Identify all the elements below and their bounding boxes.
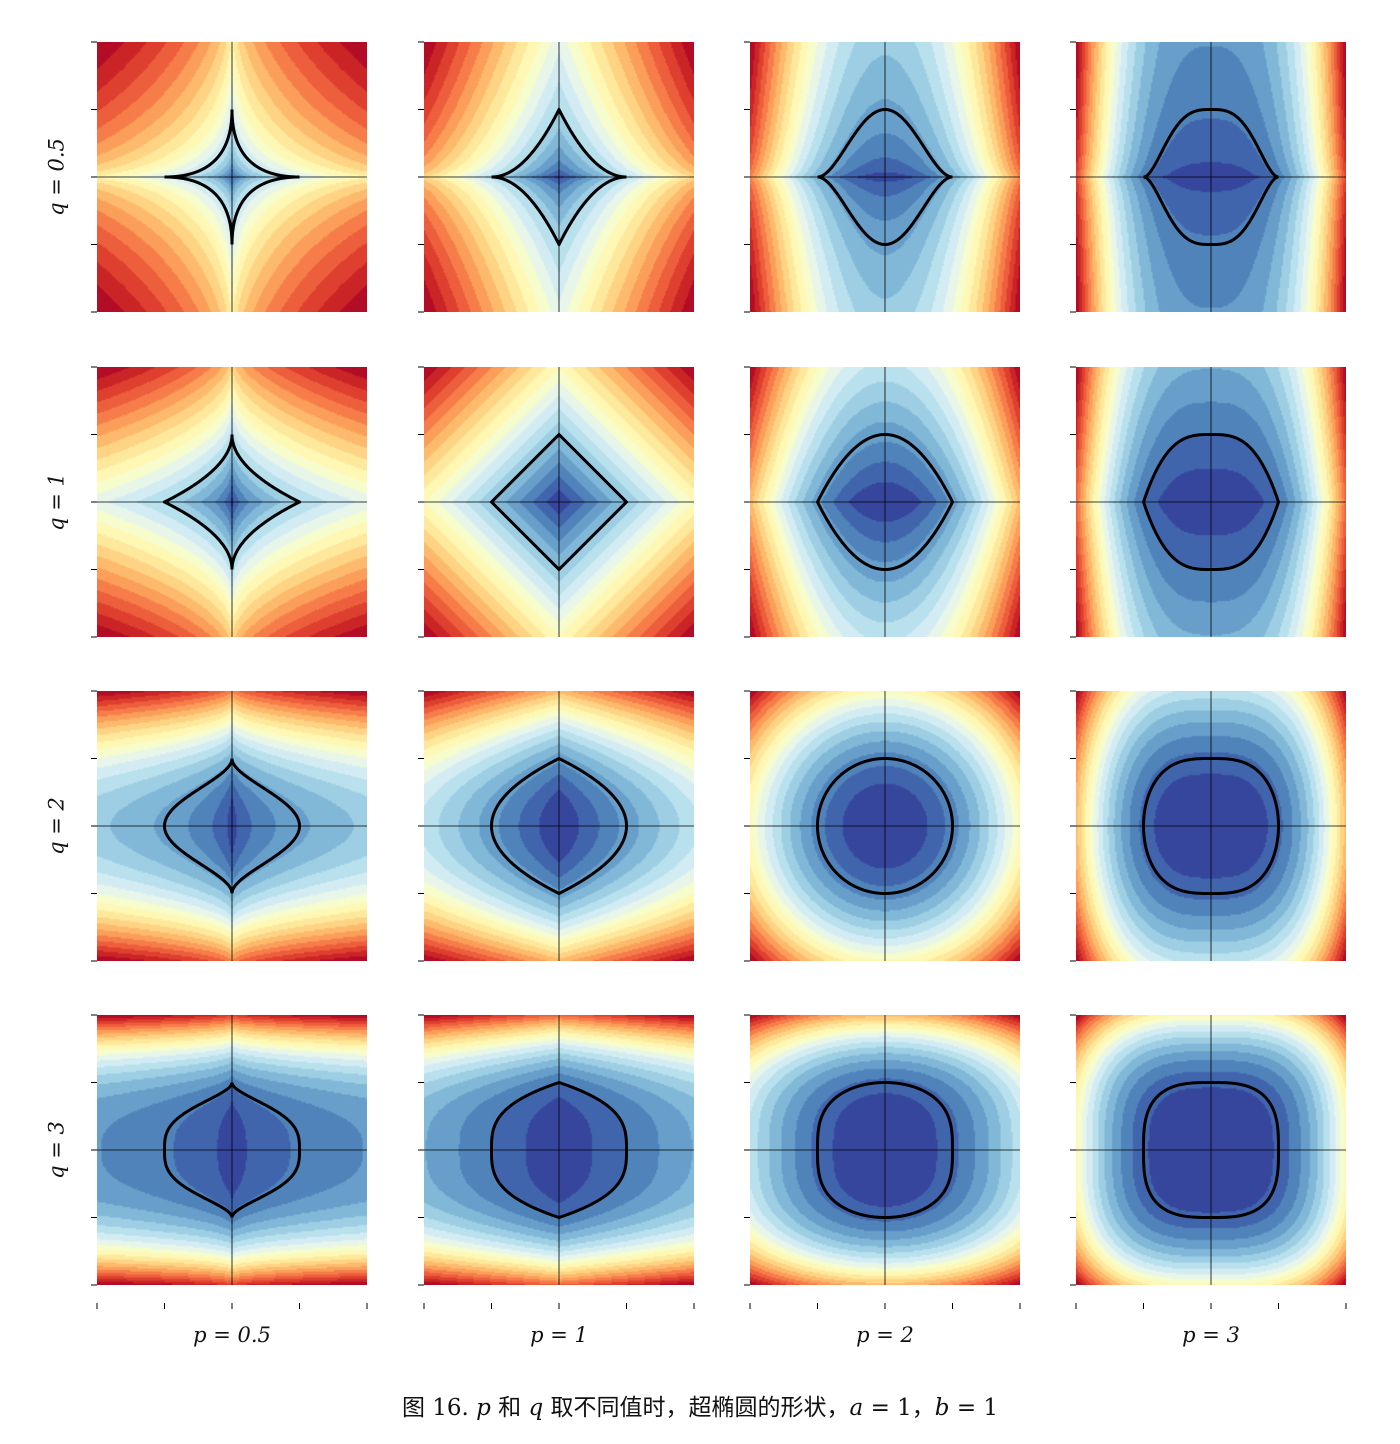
- caption-a-val: = 1，: [863, 1395, 935, 1421]
- caption-rest: 取不同值时，超椭圆的形状，: [543, 1395, 850, 1421]
- caption-and: 和: [490, 1395, 529, 1421]
- figure-caption: 图 16. p 和 q 取不同值时，超椭圆的形状，a = 1，b = 1: [0, 1388, 1400, 1422]
- superellipse-curve: [1142, 757, 1280, 895]
- superellipse-curve: [162, 758, 302, 894]
- panel-q2-p2: [744, 690, 1020, 962]
- panel-q2-p0.5: [91, 690, 367, 962]
- superellipse-curve: [489, 757, 629, 895]
- superellipse-curve: [162, 434, 302, 570]
- panel-q0.5-p2: [744, 41, 1020, 313]
- col-label-3: p = 3: [1182, 1323, 1240, 1347]
- row-label-2: q = 2: [45, 797, 69, 855]
- panel-q3-p1: [418, 1014, 695, 1309]
- caption-a: a: [849, 1395, 864, 1421]
- superellipse-curve: [162, 1082, 302, 1218]
- superellipse-curve: [1143, 107, 1279, 247]
- panel-q3-p3: [1070, 1014, 1347, 1309]
- panel-q1-p3: [1070, 366, 1346, 638]
- superellipse-curve: [489, 432, 629, 572]
- superellipse-curve: [816, 432, 954, 572]
- superellipse-curve: [1142, 432, 1280, 572]
- panel-q2-p1: [418, 690, 694, 962]
- caption-b-val: = 1: [949, 1395, 999, 1421]
- caption-q: q: [528, 1395, 544, 1421]
- caption-b: b: [934, 1395, 950, 1421]
- panel-q1-p0.5: [91, 366, 367, 638]
- contour-grid: q = 0.5 q = 1 q = 2 q = 3 p = 0.5 p = 1 p = 2 p…: [45, 41, 1347, 1347]
- superellipse-curve: [491, 107, 627, 247]
- panel-q1-p1: [418, 366, 694, 638]
- caption-prefix: 图 16.: [401, 1395, 477, 1421]
- col-label-1: p = 1: [530, 1323, 588, 1347]
- superellipse-curve: [816, 757, 954, 895]
- superellipse-curve: [817, 107, 953, 247]
- row-label-1: q = 1: [45, 473, 69, 531]
- panel-q0.5-p3: [1070, 41, 1346, 313]
- superellipse-curve: [816, 1081, 954, 1219]
- panel-q1-p2: [744, 366, 1020, 638]
- row-label-3: q = 3: [45, 1121, 69, 1179]
- superellipse-curve: [489, 1081, 629, 1219]
- caption-p: p: [476, 1395, 491, 1421]
- row-label-0: q = 0.5: [45, 138, 69, 216]
- panel-q0.5-p1: [418, 41, 694, 313]
- panel-q3-p2: [744, 1014, 1021, 1309]
- col-label-2: p = 2: [856, 1323, 914, 1347]
- panel-q0.5-p0.5: [91, 41, 367, 313]
- superellipse-curve: [164, 109, 300, 245]
- panel-q3-p0.5: [91, 1014, 368, 1309]
- col-label-0: p = 0.5: [193, 1323, 271, 1347]
- superellipse-curve: [1142, 1081, 1280, 1219]
- panel-q2-p3: [1070, 690, 1346, 962]
